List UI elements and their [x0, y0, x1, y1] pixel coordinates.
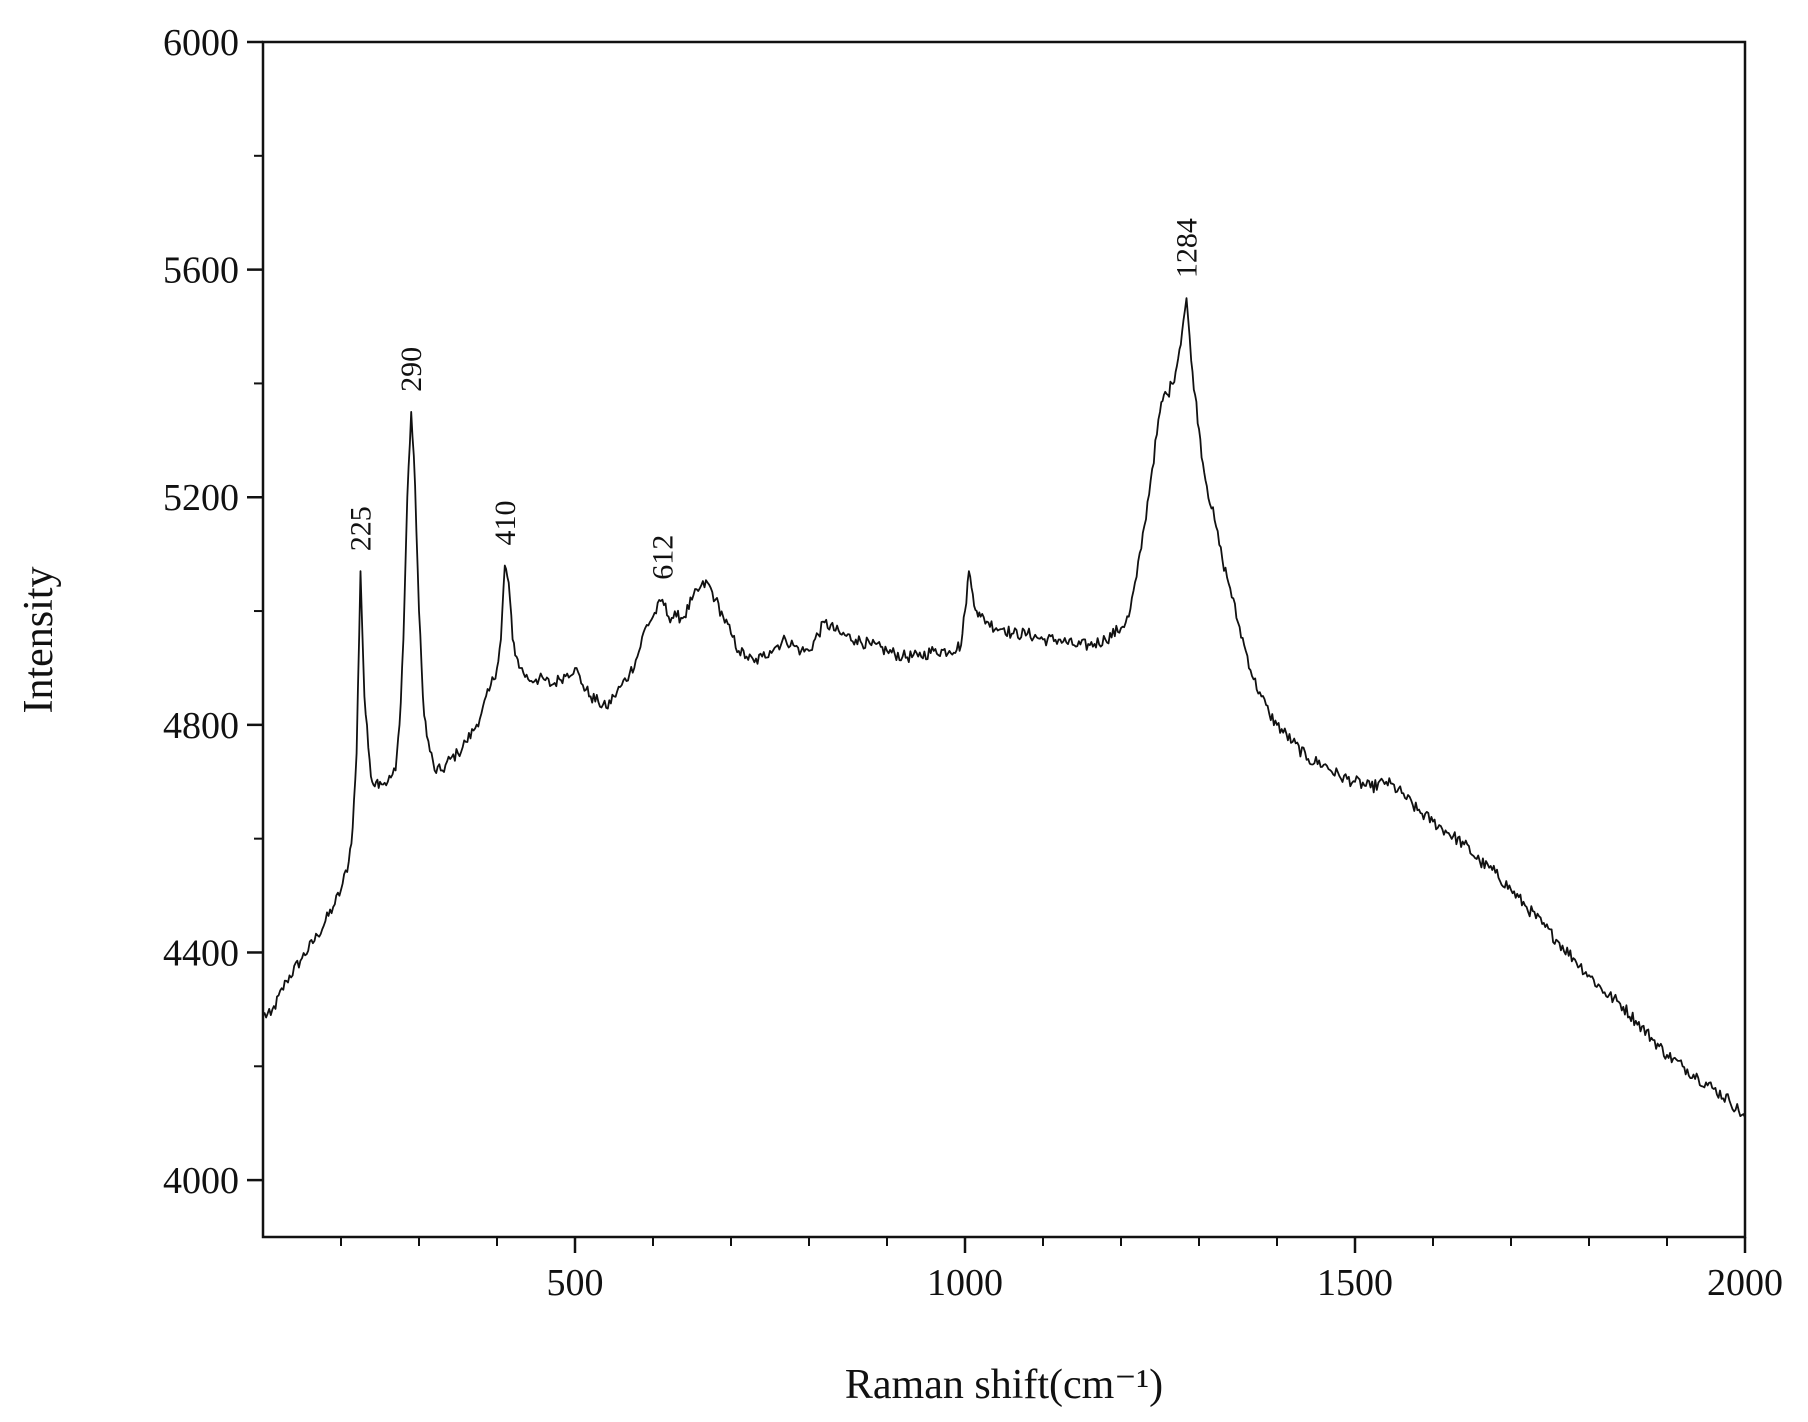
peak-labels: 225 290 410 612 1284: [345, 218, 1204, 580]
y-tick-label: 4400: [163, 932, 239, 974]
x-tick-label: 500: [547, 1262, 604, 1304]
y-tick-label: 4800: [163, 705, 239, 747]
x-tick-label: 1500: [1317, 1262, 1393, 1304]
y-tick-label: 5600: [163, 250, 239, 292]
y-tick-label: 5200: [163, 477, 239, 519]
peak-label: 225: [345, 506, 378, 551]
peak-label: 1284: [1171, 218, 1204, 278]
peak-label: 290: [395, 347, 428, 392]
y-axis-ticks: 4000 4400 4800 5200 5600 6000: [163, 22, 263, 1202]
x-tick-label: 1000: [927, 1262, 1003, 1304]
x-tick-label: 2000: [1707, 1262, 1783, 1304]
x-axis-label: Raman shift(cm⁻¹): [845, 1362, 1163, 1408]
y-tick-label: 6000: [163, 22, 239, 64]
x-axis-ticks: 500 1000 1500 2000: [340, 1237, 1783, 1304]
y-tick-label: 4000: [163, 1160, 239, 1202]
peak-label: 410: [489, 501, 522, 546]
series-line: [262, 297, 1746, 1118]
y-axis-label: Intensity: [16, 567, 62, 714]
peak-label: 612: [646, 535, 679, 580]
plot-frame: [261, 40, 1747, 1239]
